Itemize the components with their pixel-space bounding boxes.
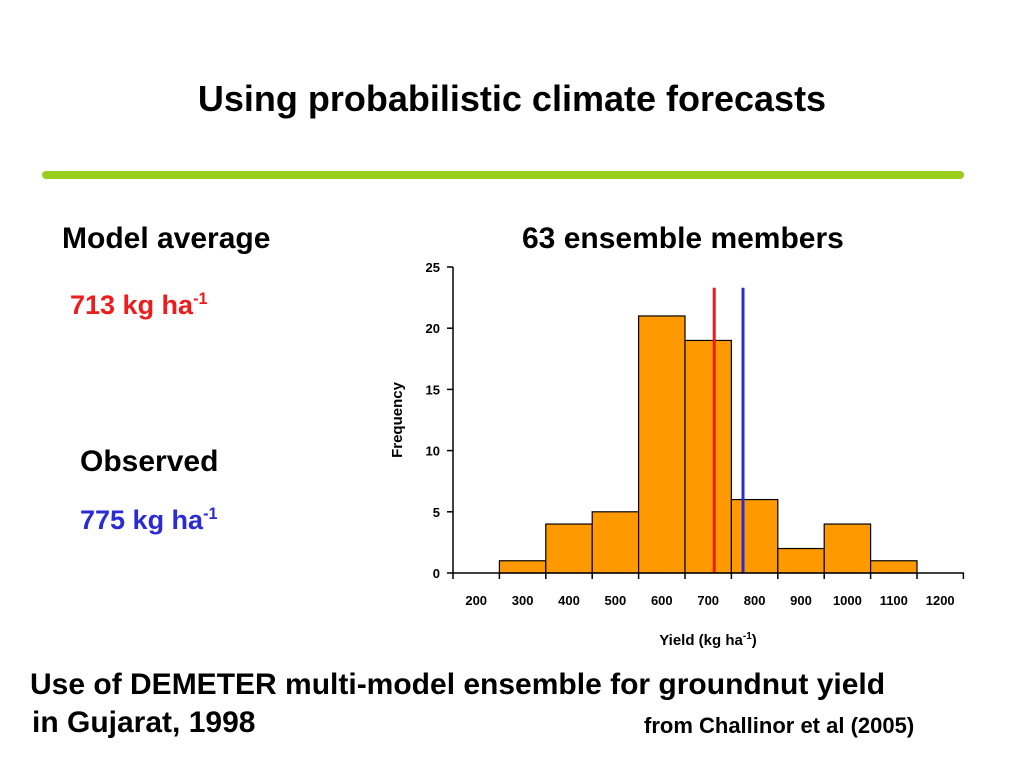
x-axis-label: Yield (kg ha-1) <box>659 631 757 649</box>
y-tick-label: 25 <box>426 260 440 275</box>
observed-value-text: 775 kg ha <box>80 505 204 535</box>
slide-title: Using probabilistic climate forecasts <box>197 78 827 119</box>
x-tick-label: 400 <box>558 593 580 608</box>
histogram-bar <box>823 523 872 574</box>
title-divider <box>42 171 964 179</box>
model-average-value: 713 kg ha-1 <box>70 290 207 321</box>
x-tick-label: 600 <box>651 593 673 608</box>
histogram-bar <box>730 498 779 574</box>
histogram-bar <box>545 523 593 574</box>
histogram-bar <box>637 315 686 574</box>
y-tick-label: 10 <box>426 444 440 459</box>
y-axis-label: Frequency <box>389 381 406 458</box>
histogram-bar <box>777 547 825 574</box>
model-average-label: Model average <box>62 222 271 255</box>
x-tick-label: 200 <box>465 593 487 608</box>
x-tick-label: 1000 <box>833 593 862 608</box>
caption-line-2: in Gujarat, 1998 <box>32 706 256 739</box>
y-tick-label: 5 <box>433 505 440 520</box>
x-tick-label: 1100 <box>880 593 908 608</box>
caption-line-1: Use of DEMETER multi-model ensemble for … <box>30 668 886 701</box>
observed-label: Observed <box>80 445 219 478</box>
x-tick-label: 700 <box>697 593 719 608</box>
histogram-bar <box>498 560 547 574</box>
caption-source: from Challinor et al (2005) <box>644 713 915 738</box>
y-tick-label: 0 <box>433 566 440 581</box>
model-average-value-text: 713 kg ha <box>70 290 194 320</box>
observed-value-exponent: -1 <box>203 505 218 523</box>
x-tick-label: 500 <box>605 593 627 608</box>
observed-value: 775 kg ha-1 <box>80 505 217 536</box>
y-tick-label: 15 <box>426 382 440 397</box>
y-tick-label: 20 <box>426 321 440 336</box>
histogram-bar <box>591 511 640 574</box>
x-tick-label: 900 <box>790 593 812 608</box>
x-tick-label: 1200 <box>926 593 955 608</box>
ensemble-label: 63 ensemble members <box>522 222 844 255</box>
histogram-bar <box>684 339 733 574</box>
model-average-value-exponent: -1 <box>193 290 208 308</box>
x-tick-label: 800 <box>744 593 766 608</box>
histogram-bar <box>869 560 918 574</box>
x-tick-label: 300 <box>512 593 534 608</box>
